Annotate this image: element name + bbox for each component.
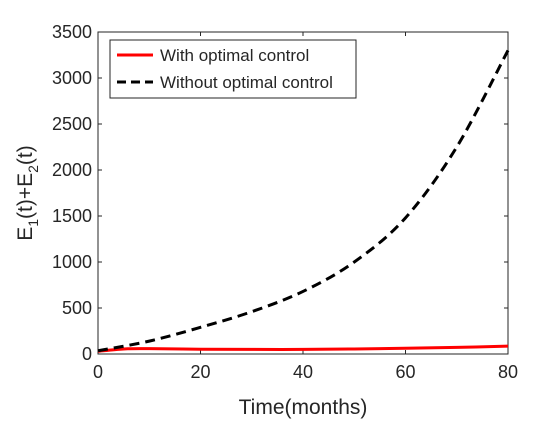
y-axis-title-part1: E bbox=[14, 227, 37, 241]
legend: With optimal control Without optimal con… bbox=[109, 39, 357, 99]
x-tick-label: 0 bbox=[93, 362, 103, 382]
y-tick-label: 3000 bbox=[52, 68, 92, 88]
x-tick-label: 80 bbox=[498, 362, 518, 382]
x-tick-label: 40 bbox=[293, 362, 313, 382]
y-tick-label: 1500 bbox=[52, 206, 92, 226]
y-axis-title-sub1: 1 bbox=[25, 219, 41, 227]
legend-box bbox=[109, 39, 357, 99]
y-axis-title-sub2: 2 bbox=[25, 165, 41, 173]
y-axis-title-part2: (t)+E bbox=[14, 173, 37, 219]
axis-ticks: 0 20 40 60 80 0 500 1000 1500 2000 2500 3000 3500 bbox=[52, 22, 518, 382]
y-tick-label: 1000 bbox=[52, 252, 92, 272]
y-axis-title: E1(t)+E2(t) bbox=[14, 145, 41, 241]
series-line-with-control bbox=[97, 344, 509, 353]
series-line-without-control bbox=[97, 49, 510, 353]
legend-label-without-control: Without optimal control bbox=[160, 73, 333, 92]
series-layer bbox=[97, 49, 510, 353]
y-tick-label: 0 bbox=[82, 344, 92, 364]
legend-label-with-control: With optimal control bbox=[160, 46, 309, 65]
y-tick-label: 500 bbox=[62, 298, 92, 318]
y-tick-label: 2000 bbox=[52, 160, 92, 180]
y-tick-label: 2500 bbox=[52, 114, 92, 134]
x-tick-label: 20 bbox=[190, 362, 210, 382]
x-axis-title: Time(months) bbox=[239, 396, 368, 419]
x-tick-label: 60 bbox=[395, 362, 415, 382]
y-axis-title-part3: (t) bbox=[14, 145, 37, 165]
y-tick-label: 3500 bbox=[52, 22, 92, 42]
